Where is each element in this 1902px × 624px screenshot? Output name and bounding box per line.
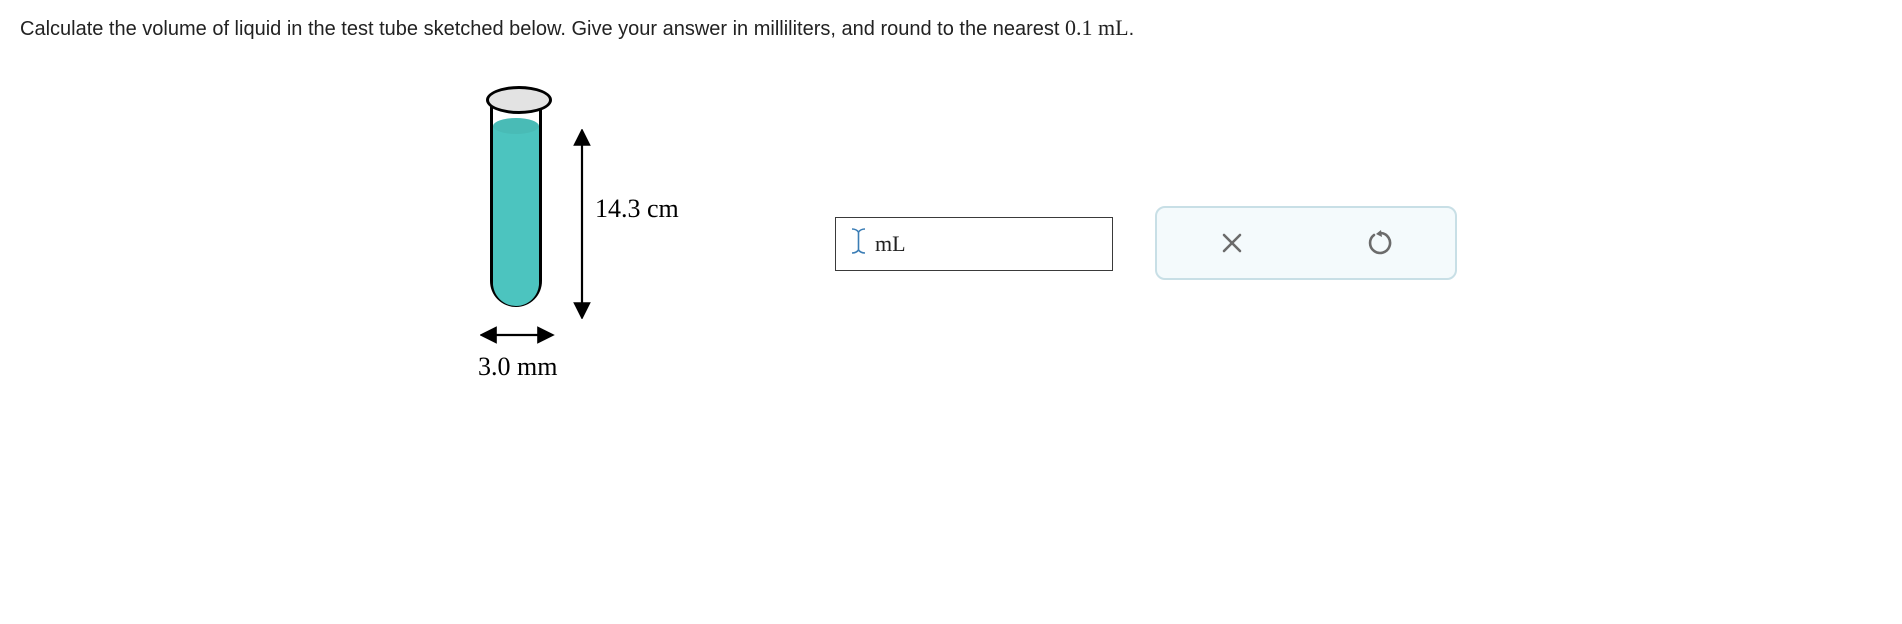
figure: 14.3 cm 3.0 mm mL (20, 94, 720, 424)
width-arrow-icon (480, 324, 558, 352)
reset-button[interactable] (1363, 225, 1399, 261)
undo-icon (1368, 230, 1394, 256)
height-arrow-icon (570, 129, 610, 319)
tube-liquid (493, 126, 539, 306)
test-tube (490, 94, 542, 309)
answer-unit: mL (875, 231, 906, 257)
tube-rim (486, 86, 552, 114)
question-suffix: . (1129, 18, 1135, 40)
tube-liquid-surface (493, 118, 539, 134)
question-prefix: Calculate the volume of liquid in the te… (20, 18, 1065, 40)
text-cursor-icon (850, 227, 867, 261)
height-label: 14.3 cm (595, 194, 679, 224)
clear-button[interactable] (1214, 225, 1250, 261)
control-panel (1155, 206, 1457, 280)
question-precision: 0.1 mL (1065, 15, 1129, 40)
question-text: Calculate the volume of liquid in the te… (20, 12, 1882, 44)
close-icon (1221, 232, 1243, 254)
answer-input[interactable]: mL (835, 217, 1113, 271)
width-label: 3.0 mm (478, 352, 557, 382)
